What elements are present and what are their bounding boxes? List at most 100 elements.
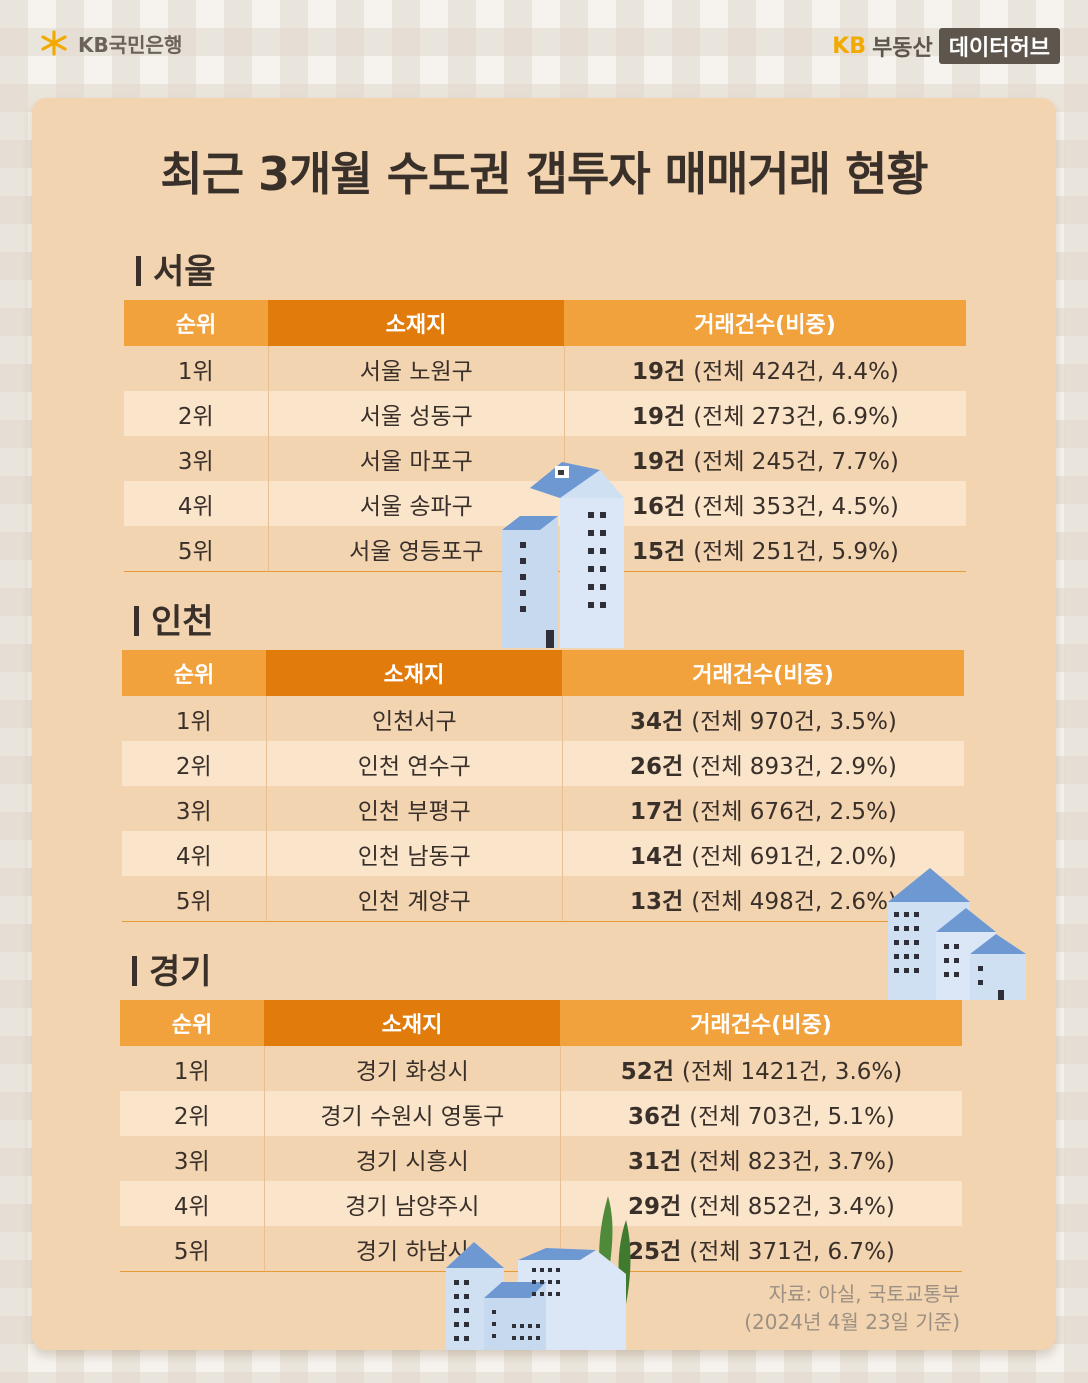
cell-count: 31건 (전체 823건, 3.7%) xyxy=(561,1136,962,1181)
cell-count: 36건 (전체 703건, 5.1%) xyxy=(561,1091,962,1136)
table-row: 1위 서울 노원구 19건 (전체 424건, 4.4%) xyxy=(124,346,966,391)
table-row: 4위 인천 남동구 14건 (전체 691건, 2.0%) xyxy=(122,831,964,876)
cell-rank: 1위 xyxy=(177,358,214,385)
cell-count-value: 26건 xyxy=(630,753,684,780)
section-bar xyxy=(134,606,139,636)
header-rank: 순위 xyxy=(124,300,268,346)
table-row: 2위 인천 연수구 26건 (전체 893건, 2.9%) xyxy=(122,741,964,786)
cell-count: 34건 (전체 970건, 3.5%) xyxy=(563,696,964,741)
cell-rank: 3위 xyxy=(175,798,212,825)
source-date: (2024년 4월 23일 기준) xyxy=(744,1310,960,1334)
cell-count: 14건 (전체 691건, 2.0%) xyxy=(563,831,964,876)
cell-count: 19건 (전체 245건, 7.7%) xyxy=(565,436,966,481)
table-row: 5위 경기 하남시 25건 (전체 371건, 6.7%) xyxy=(120,1226,962,1271)
cell-count: 15건 (전체 251건, 5.9%) xyxy=(565,526,966,571)
cell-rank: 3위 xyxy=(173,1148,210,1175)
cell-count-value: 19건 xyxy=(632,448,686,475)
source-line: 자료: 아실, 국토교통부 xyxy=(768,1282,960,1306)
cell-rank: 3위 xyxy=(177,448,214,475)
cell-location: 인천서구 xyxy=(265,696,563,741)
source-note: 자료: 아실, 국토교통부 (2024년 4월 23일 기준) xyxy=(744,1280,960,1336)
table-header: 순위 소재지 거래건수(비중) xyxy=(120,1000,962,1046)
table-row: 3위 인천 부평구 17건 (전체 676건, 2.5%) xyxy=(122,786,964,831)
content-card: 최근 3개월 수도권 갭투자 매매거래 현황 서울 순위 소재지 거래건수(비중… xyxy=(32,98,1056,1350)
table-row: 3위 경기 시흥시 31건 (전체 823건, 3.7%) xyxy=(120,1136,962,1181)
table-row: 5위 서울 영등포구 15건 (전체 251건, 5.9%) xyxy=(124,526,966,571)
section-bar xyxy=(132,956,137,986)
cell-location: 경기 시흥시 xyxy=(263,1136,561,1181)
cell-location: 서울 송파구 xyxy=(267,481,565,526)
cell-rank: 5위 xyxy=(175,888,212,915)
cell-count-value: 34건 xyxy=(630,708,684,735)
section-label-incheon: 인천 xyxy=(134,594,214,643)
header-location: 소재지 xyxy=(266,650,562,696)
cell-count-detail: (전체 970건, 3.5%) xyxy=(691,708,897,735)
cell-count-detail: (전체 245건, 7.7%) xyxy=(693,448,899,475)
cell-location: 인천 부평구 xyxy=(265,786,563,831)
cell-location: 서울 성동구 xyxy=(267,391,565,436)
header-count: 거래건수(비중) xyxy=(564,300,966,346)
cell-location: 경기 화성시 xyxy=(263,1046,561,1091)
cell-rank: 2위 xyxy=(173,1103,210,1130)
cell-count-detail: (전체 703건, 5.1%) xyxy=(689,1103,895,1130)
cell-count: 17건 (전체 676건, 2.5%) xyxy=(563,786,964,831)
cell-rank: 4위 xyxy=(175,843,212,870)
table-header: 순위 소재지 거래건수(비중) xyxy=(124,300,966,346)
cell-count-value: 16건 xyxy=(632,493,686,520)
table-row: 4위 경기 남양주시 29건 (전체 852건, 3.4%) xyxy=(120,1181,962,1226)
cell-count-detail: (전체 676건, 2.5%) xyxy=(691,798,897,825)
header-count: 거래건수(비중) xyxy=(560,1000,962,1046)
cell-location: 인천 남동구 xyxy=(265,831,563,876)
data-hub-box: 데이터허브 xyxy=(938,28,1060,64)
cell-count: 19건 (전체 273건, 6.9%) xyxy=(565,391,966,436)
section-label-text: 인천 xyxy=(151,602,214,642)
cell-rank: 5위 xyxy=(173,1238,210,1265)
cell-count-value: 52건 xyxy=(620,1058,674,1085)
cell-count-detail: (전체 893건, 2.9%) xyxy=(691,753,897,780)
header-location: 소재지 xyxy=(264,1000,560,1046)
cell-count-value: 15건 xyxy=(632,538,686,565)
table-row: 2위 서울 성동구 19건 (전체 273건, 6.9%) xyxy=(124,391,966,436)
cell-count-detail: (전체 691건, 2.0%) xyxy=(691,843,897,870)
cell-location: 경기 남양주시 xyxy=(263,1181,561,1226)
page-title: 최근 3개월 수도권 갭투자 매매거래 현황 xyxy=(160,147,928,201)
section-bar xyxy=(136,256,141,286)
kb-bank-name: KB국민은행 xyxy=(78,32,183,57)
cell-count-detail: (전체 371건, 6.7%) xyxy=(689,1238,895,1265)
section-label-text: 경기 xyxy=(149,952,212,992)
data-hub-kb: KB xyxy=(832,33,867,59)
cell-location: 서울 영등포구 xyxy=(267,526,565,571)
cell-count-detail: (전체 273건, 6.9%) xyxy=(693,403,899,430)
cell-count-detail: (전체 852건, 3.4%) xyxy=(689,1193,895,1220)
table-row: 2위 경기 수원시 영통구 36건 (전체 703건, 5.1%) xyxy=(120,1091,962,1136)
cell-count-detail: (전체 1421건, 3.6%) xyxy=(681,1058,903,1085)
top-bar: KB국민은행 KB 부동산 데이터허브 xyxy=(0,0,1088,90)
cell-count-value: 25건 xyxy=(628,1238,682,1265)
kb-bank-logo: KB국민은행 xyxy=(36,28,182,58)
section-label-seoul: 서울 xyxy=(136,244,216,293)
cell-count-value: 13건 xyxy=(630,888,684,915)
cell-count-value: 29건 xyxy=(628,1193,682,1220)
cell-location: 서울 노원구 xyxy=(267,346,565,391)
cell-count: 16건 (전체 353건, 4.5%) xyxy=(565,481,966,526)
cell-count-value: 17건 xyxy=(630,798,684,825)
cell-count-value: 19건 xyxy=(632,403,686,430)
cell-count: 26건 (전체 893건, 2.9%) xyxy=(563,741,964,786)
table-row: 5위 인천 계양구 13건 (전체 498건, 2.6%) xyxy=(122,876,964,921)
data-hub-logo: KB 부동산 데이터허브 xyxy=(832,28,1060,64)
cell-rank: 1위 xyxy=(175,708,212,735)
cell-rank: 4위 xyxy=(177,493,214,520)
table-incheon: 순위 소재지 거래건수(비중) 1위 인천서구 34건 (전체 970건, 3.5… xyxy=(122,650,964,922)
table-row: 3위 서울 마포구 19건 (전체 245건, 7.7%) xyxy=(124,436,966,481)
table-gyeonggi: 순위 소재지 거래건수(비중) 1위 경기 화성시 52건 (전체 1421건, … xyxy=(120,1000,962,1272)
building-illustration-1 xyxy=(502,462,624,648)
table-header: 순위 소재지 거래건수(비중) xyxy=(122,650,964,696)
cell-rank: 4위 xyxy=(173,1193,210,1220)
cell-rank: 2위 xyxy=(177,403,214,430)
cell-location: 인천 연수구 xyxy=(265,741,563,786)
section-label-gyeonggi: 경기 xyxy=(132,944,212,993)
cell-count-value: 14건 xyxy=(630,843,684,870)
cell-count-detail: (전체 251건, 5.9%) xyxy=(693,538,899,565)
kb-star-icon xyxy=(41,30,67,56)
header-count: 거래건수(비중) xyxy=(562,650,964,696)
